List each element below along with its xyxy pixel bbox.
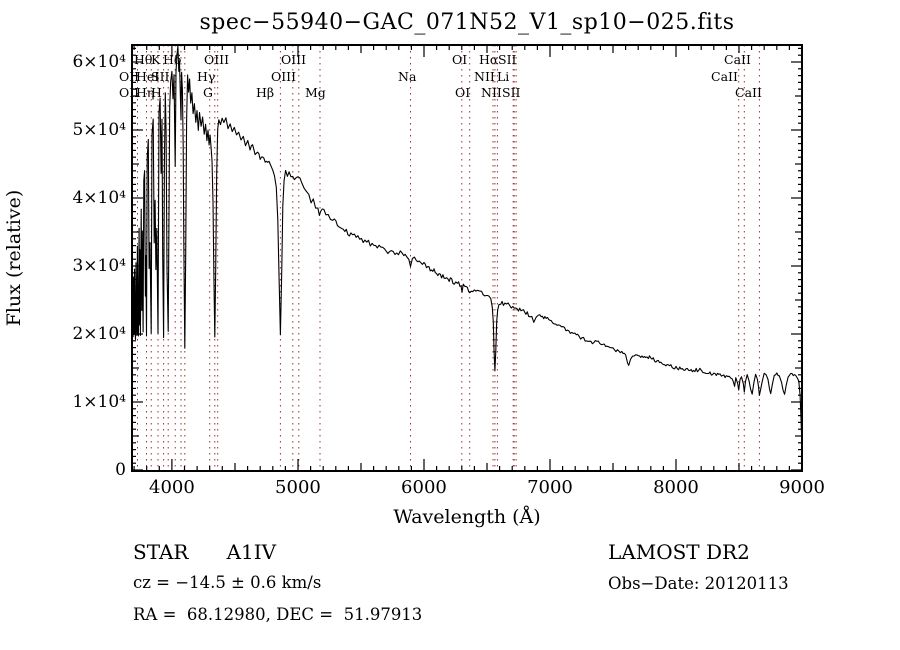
spectral-line-label: OII: [119, 85, 140, 100]
spectral-line-label: Li: [497, 68, 510, 84]
y-axis-title: Flux (relative): [3, 189, 25, 327]
spectral-line-label: H: [151, 85, 162, 100]
y-tick-label: 6×10⁴: [72, 52, 126, 72]
spectral-line-label: OIII: [204, 52, 230, 67]
spectral-line-label: Na: [398, 68, 417, 84]
x-axis-title: Wavelength (Å): [393, 506, 541, 528]
y-tick-label: 3×10⁴: [72, 256, 126, 276]
x-tick-label: 5000: [275, 477, 321, 498]
spectral-line-label: Hγ: [197, 68, 216, 84]
star-classification-text: STAR A1IV: [133, 540, 277, 564]
x-tick-label: 4000: [149, 477, 195, 498]
spectral-line-label: SII: [502, 85, 521, 100]
y-tick-label: 2×10⁴: [72, 324, 126, 344]
spectral-line-label: CaII: [724, 52, 751, 67]
spectral-line-label: CaII: [711, 68, 738, 84]
spectral-line-label: CaII: [735, 85, 762, 100]
plot-title: spec−55940−GAC_071N52_V1_sp10−025.fits: [199, 10, 735, 35]
x-tick-label: 8000: [653, 477, 699, 498]
spectrum-curve: [132, 45, 803, 445]
y-tick-label: 1×10⁴: [72, 392, 126, 412]
y-tick-label: 0: [115, 460, 126, 480]
spectral-line-label: NII: [474, 68, 495, 84]
spectral-line-label: Hβ: [256, 85, 275, 100]
spectral-line-label: HeI: [136, 68, 160, 84]
spectral-line-label: OIII: [271, 68, 297, 84]
y-tick-label: 5×10⁴: [72, 120, 126, 140]
spectral-line-label: OII: [119, 68, 140, 84]
spectral-line-label: Hη: [136, 85, 155, 100]
radial-velocity-text: cz = −14.5 ± 0.6 km/s: [133, 573, 322, 592]
survey-release-text: LAMOST DR2: [608, 540, 750, 564]
x-tick-label: 7000: [527, 477, 573, 498]
x-tick-label: 9000: [779, 477, 825, 498]
spectral-line-label: Mg: [305, 85, 326, 100]
spectral-line-label: OI: [455, 85, 471, 100]
spectral-line-label: K: [151, 52, 161, 67]
ra-dec-text: RA = 68.12980, DEC = 51.97913: [133, 605, 423, 624]
spectral-line-label: Hθ: [134, 52, 153, 67]
y-tick-label: 4×10⁴: [72, 188, 126, 208]
spectral-line-label: Hα: [479, 52, 499, 67]
spectral-line-label: OIII: [281, 52, 307, 67]
spectral-line-label: SII: [151, 68, 170, 84]
spectral-line-label: NII: [481, 85, 502, 100]
plot-frame: [131, 44, 803, 472]
spectral-line-label: G: [203, 85, 213, 100]
spectral-line-label: OI: [452, 52, 468, 67]
x-tick-label: 6000: [401, 477, 447, 498]
spectral-line-label: SII: [498, 52, 517, 67]
spectral-line-label: Hδ: [163, 52, 182, 67]
obs-date-text: Obs−Date: 20120113: [608, 574, 789, 593]
